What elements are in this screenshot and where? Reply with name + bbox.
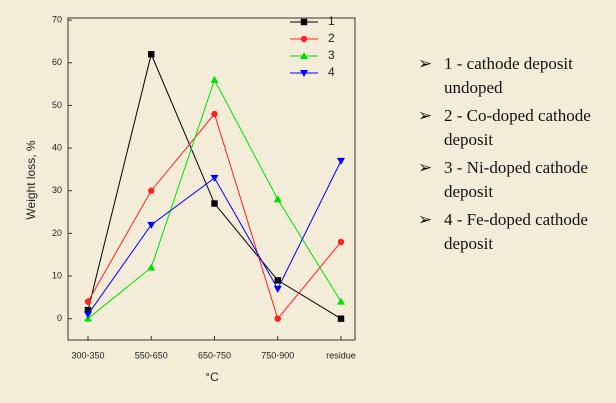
chart: Weight loss, % °C 0 10 20 30 40 50 60 70 300-350…	[24, 14, 356, 384]
marker	[147, 263, 156, 271]
x-tick-label: 750-900	[261, 350, 294, 360]
x-tick-label: 550-650	[135, 350, 168, 360]
y-tick-label: 50	[52, 100, 62, 110]
marker	[337, 238, 345, 246]
marker	[273, 285, 282, 293]
marker	[337, 157, 345, 165]
marker	[337, 297, 345, 305]
y-tick-label: 20	[52, 228, 62, 238]
legend-label: 2	[328, 31, 335, 45]
x-tick-label: residue	[326, 350, 356, 360]
marker	[300, 52, 308, 59]
marker	[84, 306, 92, 314]
marker	[84, 298, 92, 305]
plot-frame	[67, 17, 356, 341]
marker	[211, 200, 218, 207]
y-axis-label: Weight loss, %	[24, 140, 38, 219]
y-tick-label: 40	[52, 142, 62, 152]
legend-label: 1	[328, 14, 335, 28]
legend-label: 3	[328, 48, 335, 62]
marker	[337, 315, 345, 322]
marker	[300, 18, 308, 26]
y-tick-label: 60	[52, 57, 62, 67]
marker	[147, 221, 156, 229]
note-item: 4 - Fe-doped cathode deposit	[418, 208, 608, 256]
x-tick-label: 300-350	[71, 350, 104, 360]
series-line	[87, 160, 342, 315]
marker	[274, 315, 281, 322]
y-tick-label: 0	[57, 313, 62, 323]
marker	[211, 110, 218, 118]
marker	[210, 174, 219, 182]
x-tick-label: 650-750	[198, 350, 231, 360]
y-tick-label: 70	[52, 15, 62, 25]
note-item: 1 - cathode deposit undoped	[418, 52, 608, 100]
notes-list: 1 - cathode deposit undoped2 - Co-doped …	[418, 52, 608, 260]
marker	[84, 311, 92, 319]
marker	[148, 51, 155, 58]
y-tick-label: 30	[52, 185, 62, 195]
legend-label: 4	[328, 65, 335, 79]
marker	[300, 35, 308, 43]
note-item: 2 - Co-doped cathode deposit	[418, 104, 608, 152]
marker	[273, 195, 282, 203]
note-item: 3 - Ni-doped cathode deposit	[418, 156, 608, 204]
series-line	[87, 52, 342, 320]
marker	[210, 75, 219, 83]
marker	[300, 70, 308, 77]
marker	[148, 187, 155, 194]
y-tick-label: 10	[52, 270, 62, 280]
x-axis-label: °C	[205, 370, 219, 384]
marker	[274, 277, 281, 284]
